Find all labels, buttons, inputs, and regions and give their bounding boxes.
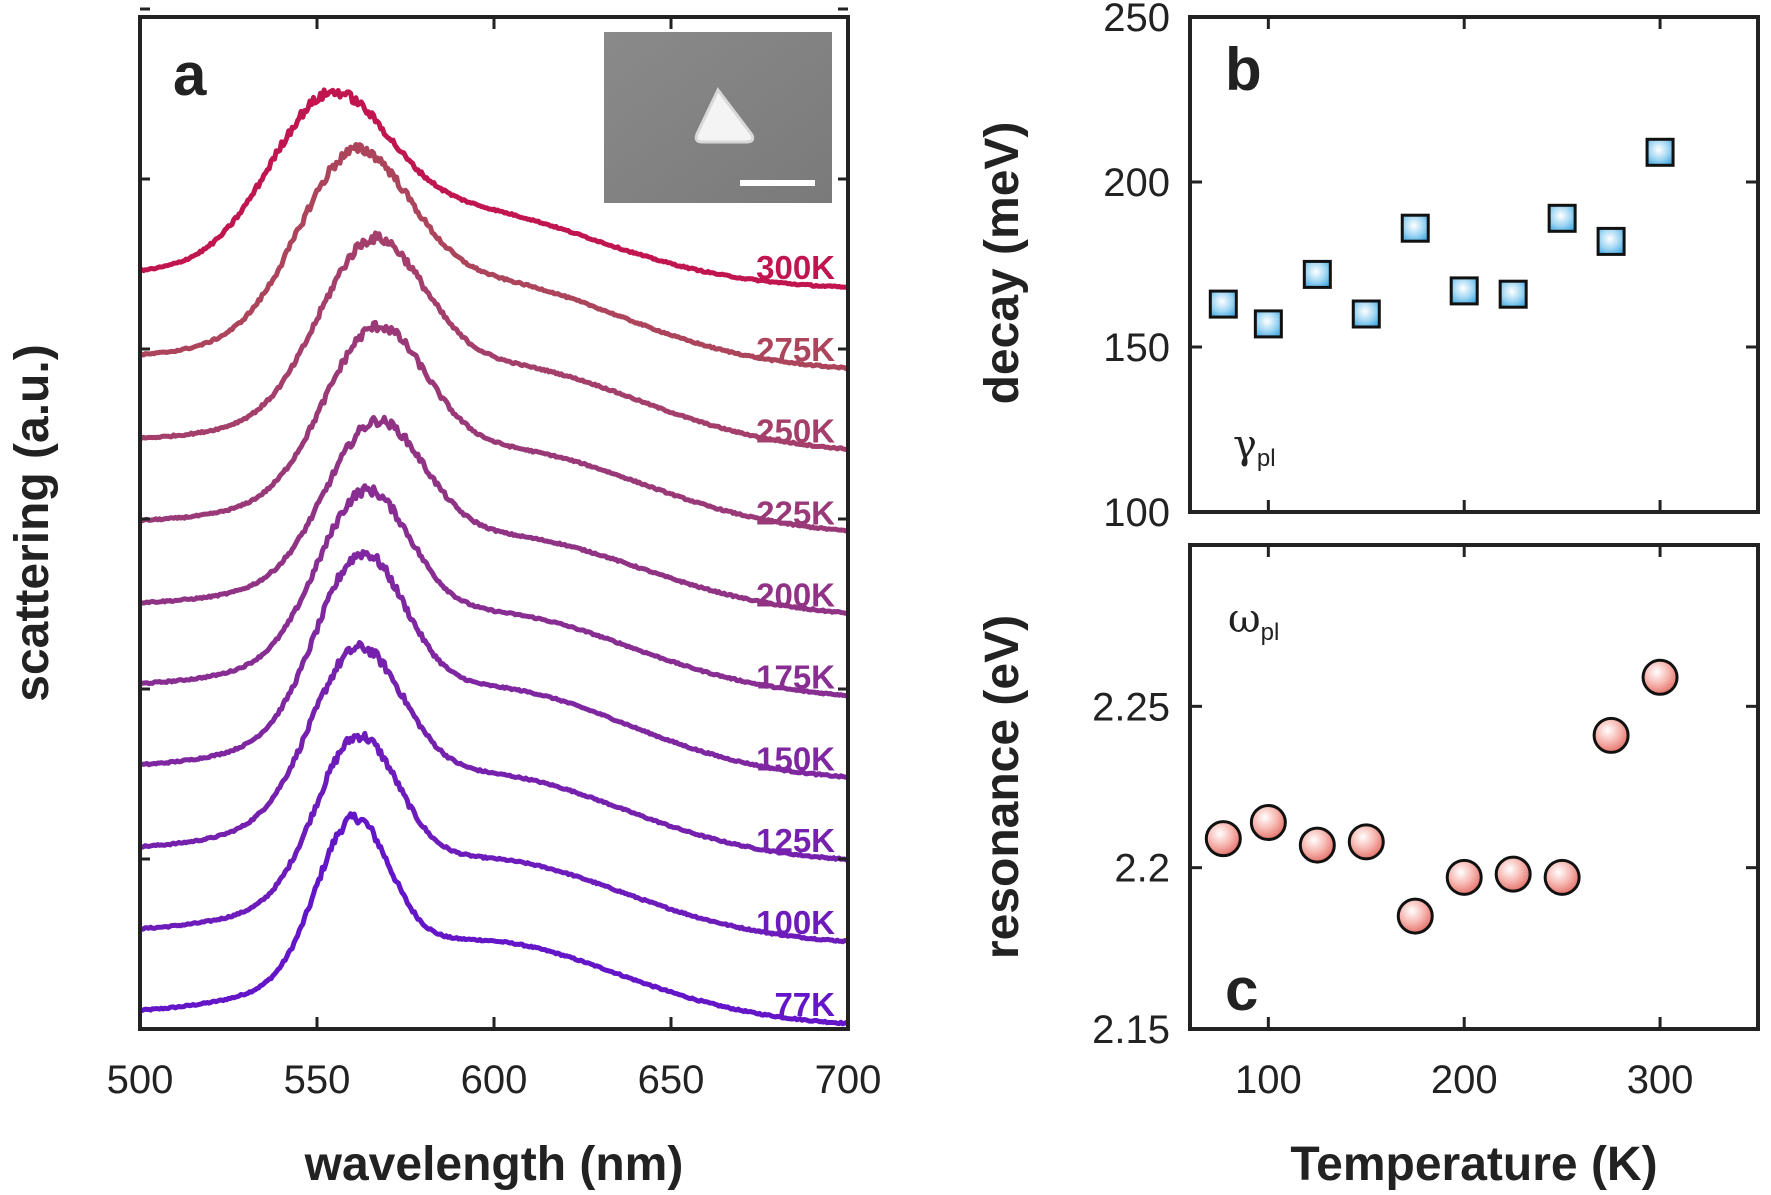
resonance-point [1592,716,1630,754]
panel-a-ylabel: scattering (a.u.) [6,344,59,701]
temp-label-77K: 77K [774,986,835,1023]
temp-label-250K: 250K [756,413,835,450]
decay-point [1498,279,1528,309]
panel-a-spectra: 77K100K125K150K175K200K225K250K275K300K … [6,7,882,1191]
spectrum-225K [140,319,848,534]
decay-markers [1208,137,1675,339]
resonance-point [1641,658,1679,696]
omega-symbol: ω [1228,596,1261,642]
triangle-nanoparticle [694,87,755,144]
spectrum-125K [140,640,848,863]
temp-label-100K: 100K [756,904,835,941]
decay-point [1302,259,1332,289]
panel-a-label: a [173,41,207,108]
spectrum-77K [140,811,848,1027]
gamma-subscript: pl [1257,445,1276,472]
scale-bar [740,180,815,186]
y-tick-label: 150 [1103,326,1170,370]
decay-point [1400,213,1430,243]
temperature-labels: 77K 100K 125K 150K 175K 200K 225K 250K 275K 300K [756,249,835,1023]
decay-point [1596,226,1626,256]
resonance-point [1494,855,1532,893]
panel-b-decay: 100 150 200 250 b γpl decay (meV) [976,0,1760,535]
resonance-point [1347,823,1385,861]
spectrum-175K [140,483,848,699]
spectrum-250K [140,230,848,452]
gamma-annotation: γpl [1233,422,1276,472]
spectra-curves [140,87,848,1027]
resonance-point [1204,820,1242,858]
spectrum-275K [140,142,848,372]
x-tick-label: 650 [638,1058,705,1102]
spectrum-100K [140,730,848,945]
panel-c-frame [1188,543,1760,1031]
x-tick-label: 550 [284,1058,351,1102]
omega-annotation: ωpl [1228,596,1279,646]
y-tick-label: 2.25 [1092,685,1170,729]
omega-subscript: pl [1261,619,1280,646]
panel-c-label: c [1225,956,1258,1023]
temp-label-175K: 175K [756,658,835,695]
panel-c-resonance: 2.15 2.2 2.25 100 200 300 c ωpl Temperature … [976,543,1760,1191]
resonance-point [1298,826,1336,864]
y-tick-label: 100 [1103,491,1170,535]
sem-inset [604,32,832,203]
y-tick-label: 2.15 [1092,1008,1170,1052]
decay-point [1253,309,1283,339]
x-tick-label: 700 [815,1058,882,1102]
y-tick-label: 200 [1103,161,1170,205]
panel-b-x-ticks [1266,17,1662,512]
x-tick-label: 200 [1431,1058,1498,1102]
panel-a-x-axis: 500 550 600 650 700 [107,7,882,1102]
spectrum-300K [140,87,848,291]
resonance-markers [1204,658,1679,935]
panel-b-label: b [1225,36,1262,103]
panel-c-xlabel: Temperature (K) [1290,1138,1657,1191]
x-tick-label: 600 [461,1058,528,1102]
decay-point [1449,276,1479,306]
resonance-point [1249,803,1287,841]
resonance-point [1396,897,1434,935]
gamma-symbol: γ [1233,422,1257,468]
resonance-point [1543,858,1581,896]
temp-label-300K: 300K [756,249,835,286]
panel-c-y-axis: 2.15 2.2 2.25 [1092,685,1758,1052]
panel-a-xlabel: wavelength (nm) [304,1138,684,1191]
resonance-point [1445,858,1483,896]
temp-label-200K: 200K [756,577,835,614]
spectrum-200K [140,414,848,616]
x-tick-label: 100 [1235,1058,1302,1102]
temp-label-225K: 225K [756,495,835,532]
temp-label-125K: 125K [756,822,835,859]
temp-label-150K: 150K [756,740,835,777]
x-tick-label: 500 [107,1058,174,1102]
decay-point [1547,203,1577,233]
panel-b-y-axis: 100 150 200 250 [1103,0,1758,535]
panel-c-ylabel: resonance (eV) [976,615,1029,959]
decay-point [1645,137,1675,167]
y-tick-label: 2.2 [1114,847,1170,891]
y-tick-label: 250 [1103,0,1170,40]
panel-b-frame [1188,15,1760,514]
spectrum-150K [140,549,848,780]
panel-c-x-axis: 100 200 300 [1235,545,1693,1102]
temp-label-275K: 275K [756,331,835,368]
x-tick-label: 300 [1627,1058,1694,1102]
decay-point [1208,289,1238,319]
panel-b-ylabel: decay (meV) [976,122,1029,405]
decay-point [1351,299,1381,329]
